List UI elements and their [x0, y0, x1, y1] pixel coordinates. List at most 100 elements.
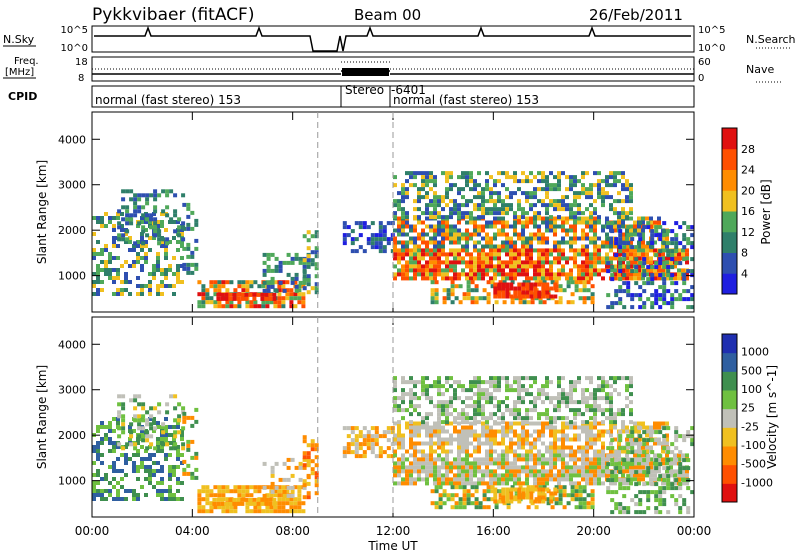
- heatmap-cell: [549, 429, 553, 434]
- heatmap-cell: [521, 465, 525, 470]
- heatmap-cell: [194, 419, 199, 424]
- heatmap-cell: [593, 260, 597, 265]
- heatmap-cell: [209, 280, 214, 285]
- heatmap-cell: [425, 207, 429, 212]
- heatmap-cell: [493, 461, 497, 466]
- heatmap-cell: [401, 215, 405, 220]
- heatmap-cell: [657, 425, 661, 430]
- heatmap-cell: [501, 420, 505, 425]
- heatmap-cell: [517, 290, 522, 295]
- heatmap-cell: [618, 297, 623, 302]
- heatmap-cell: [597, 171, 601, 176]
- heatmap-cell: [549, 199, 553, 204]
- heatmap-cell: [469, 252, 473, 257]
- heatmap-cell: [661, 449, 665, 454]
- heatmap-cell: [654, 458, 659, 463]
- heatmap-cell: [453, 232, 457, 237]
- heatmap-cell: [177, 414, 182, 419]
- heatmap-cell: [485, 252, 489, 257]
- heatmap-cell: [573, 457, 577, 462]
- heatmap-cell: [565, 392, 569, 397]
- heatmap-cell: [601, 429, 605, 434]
- heatmap-cell: [569, 425, 573, 430]
- heatmap-cell: [537, 294, 542, 299]
- heatmap-cell: [397, 425, 401, 430]
- heatmap-cell: [136, 244, 140, 248]
- heatmap-cell: [618, 430, 623, 435]
- heatmap-cell: [433, 264, 437, 269]
- heatmap-cell: [445, 276, 449, 281]
- heatmap-cell: [245, 300, 250, 305]
- heatmap-cell: [450, 280, 455, 285]
- heatmap-cell: [662, 446, 667, 451]
- heatmap-cell: [525, 420, 529, 425]
- heatmap-cell: [378, 225, 383, 230]
- heatmap-cell: [245, 288, 250, 293]
- heatmap-cell: [141, 438, 146, 443]
- heatmap-cell: [413, 425, 417, 430]
- heatmap-cell: [477, 469, 481, 474]
- heatmap-cell: [609, 416, 613, 421]
- heatmap-cell: [186, 206, 191, 211]
- heatmap-cell: [481, 276, 485, 281]
- heatmap-cell: [370, 241, 375, 246]
- heatmap-cell: [437, 441, 441, 446]
- heatmap-cell: [358, 442, 363, 447]
- heatmap-cell: [553, 276, 557, 281]
- heatmap-cell: [429, 211, 433, 216]
- heatmap-cell: [521, 272, 525, 277]
- heatmap-cell: [686, 237, 691, 242]
- heatmap-cell: [137, 193, 142, 198]
- heatmap-cell: [581, 248, 585, 253]
- heatmap-cell: [674, 241, 679, 246]
- power-colorbar-tick: 20: [741, 184, 755, 197]
- heatmap-cell: [137, 434, 142, 439]
- heatmap-cell: [477, 412, 481, 417]
- heatmap-cell: [366, 241, 371, 246]
- heatmap-cell: [160, 481, 164, 485]
- heatmap-cell: [453, 420, 457, 425]
- heatmap-cell: [601, 256, 605, 261]
- heatmap-cell: [493, 429, 497, 434]
- heatmap-cell: [354, 434, 359, 439]
- heatmap-cell: [466, 284, 471, 289]
- heatmap-cell: [573, 421, 577, 426]
- heatmap-cell: [509, 412, 513, 417]
- heatmap-cell: [505, 187, 509, 192]
- heatmap-cell: [545, 207, 549, 212]
- heatmap-cell: [593, 272, 597, 277]
- heatmap-cell: [553, 465, 557, 470]
- heatmap-cell: [625, 211, 629, 216]
- heatmap-cell: [445, 473, 449, 478]
- heatmap-cell: [458, 501, 463, 506]
- heatmap-cell: [490, 489, 495, 494]
- heatmap-cell: [489, 276, 493, 281]
- heatmap-cell: [469, 215, 473, 220]
- heatmap-cell: [601, 412, 605, 417]
- heatmap-cell: [577, 191, 581, 196]
- heatmap-cell: [297, 292, 302, 297]
- heatmap-cell: [124, 280, 128, 284]
- heatmap-cell: [473, 276, 477, 281]
- heatmap-cell: [449, 171, 453, 176]
- heatmap-cell: [437, 256, 441, 261]
- heatmap-cell: [629, 199, 633, 204]
- heatmap-cell: [229, 505, 234, 510]
- heatmap-cell: [541, 199, 545, 204]
- heatmap-cell: [682, 237, 687, 242]
- heatmap-cell: [509, 425, 513, 430]
- heatmap-cell: [509, 449, 513, 454]
- heatmap-cell: [629, 473, 633, 478]
- heatmap-cell: [429, 248, 433, 253]
- heatmap-cell: [569, 392, 573, 397]
- heatmap-cell: [533, 380, 537, 385]
- heatmap-cell: [509, 272, 513, 277]
- power-colorbar-tick: 28: [741, 143, 755, 156]
- heatmap-cell: [686, 269, 691, 274]
- heatmap-cell: [553, 232, 557, 237]
- heatmap-cell: [658, 494, 663, 499]
- heatmap-cell: [569, 457, 573, 462]
- heatmap-cell: [233, 489, 238, 494]
- heatmap-cell: [533, 290, 538, 295]
- heatmap-cell: [358, 446, 363, 451]
